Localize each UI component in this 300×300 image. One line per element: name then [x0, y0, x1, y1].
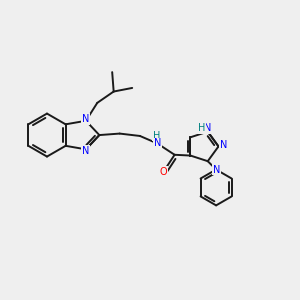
Text: N: N	[204, 123, 212, 133]
Text: N: N	[213, 164, 220, 175]
Text: N: N	[82, 146, 89, 156]
Text: N: N	[154, 138, 161, 148]
Text: O: O	[159, 167, 167, 177]
Text: H: H	[197, 123, 205, 133]
Text: H: H	[153, 131, 160, 141]
Text: N: N	[82, 114, 90, 124]
Text: N: N	[220, 140, 228, 150]
